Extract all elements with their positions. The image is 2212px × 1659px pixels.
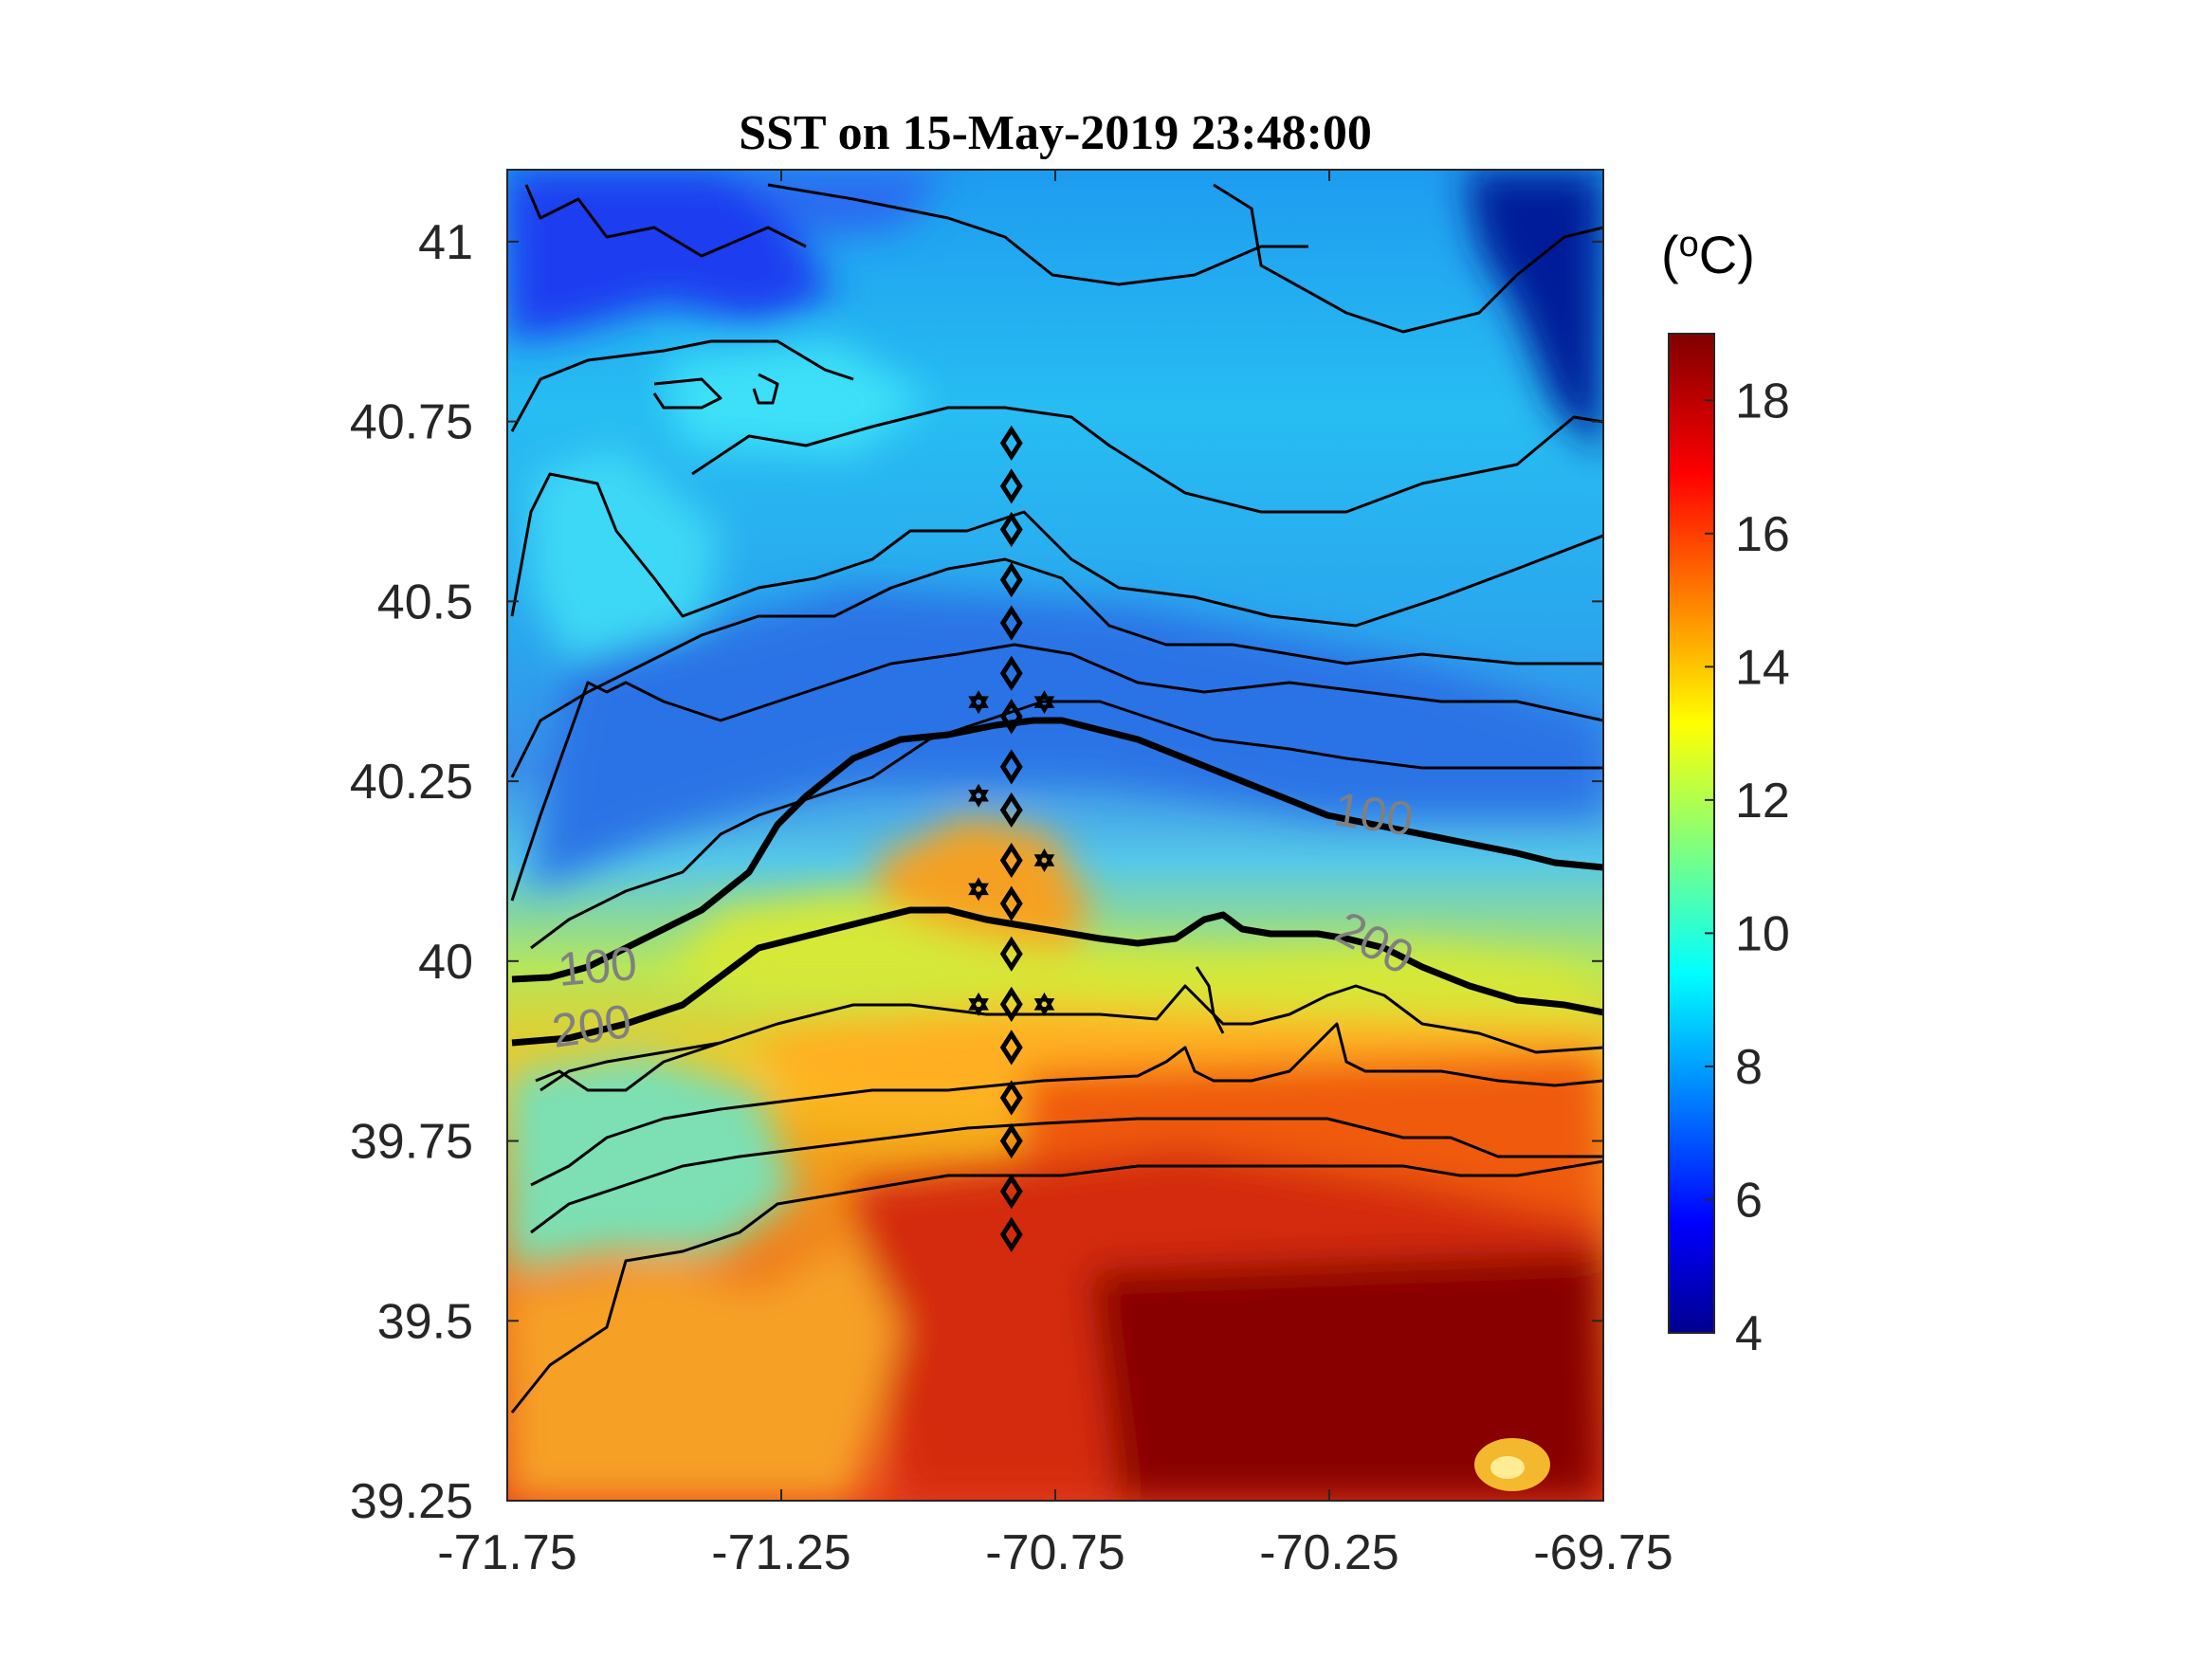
- station-diamond-marker: [999, 842, 1023, 879]
- station-diamond-marker: [999, 885, 1023, 921]
- map-title: SST on 15-May-2019 23:48:00: [739, 106, 1372, 160]
- station-diamond-marker: [999, 605, 1023, 641]
- y-tick-label: 39.75: [350, 1115, 473, 1170]
- bathymetry-contours: [510, 183, 1603, 1413]
- y-tick-label: 39.5: [377, 1294, 473, 1349]
- colorbar-tick-label: 10: [1735, 906, 1790, 961]
- station-diamond-marker: [999, 1030, 1023, 1066]
- station-diamond-marker: [999, 986, 1023, 1022]
- x-ticks: -71.75 -71.25 -70.75 -70.25 -69.75: [437, 170, 1673, 1580]
- station-star-marker: [1033, 690, 1055, 715]
- x-tick-label: -70.75: [985, 1525, 1124, 1580]
- colorbar-tick-label: 8: [1735, 1040, 1763, 1095]
- station-star-marker: [968, 783, 989, 808]
- y-tick-label: 40.25: [350, 755, 473, 810]
- x-tick-label: -71.25: [711, 1525, 850, 1580]
- station-markers: [968, 425, 1055, 1252]
- y-tick-label: 40.75: [350, 395, 473, 450]
- station-star-marker: [968, 877, 989, 902]
- colorbar-ticks: 18 16 14 12 10 8 6 4: [1705, 374, 1790, 1361]
- x-tick-label: -70.25: [1259, 1525, 1398, 1580]
- colorbar-tick-label: 6: [1735, 1173, 1763, 1228]
- station-diamond-marker: [999, 749, 1023, 785]
- station-star-marker: [968, 992, 989, 1016]
- y-tick-label: 40.5: [377, 574, 473, 629]
- colorbar-gradient: [1668, 333, 1715, 1334]
- colorbar-tick-label: 12: [1735, 774, 1790, 829]
- station-diamond-marker: [999, 936, 1023, 972]
- station-diamond-marker: [999, 792, 1023, 829]
- station-diamond-marker: [999, 511, 1023, 548]
- y-tick-label: 39.25: [350, 1474, 473, 1529]
- colorbar-tick-label: 4: [1735, 1306, 1763, 1361]
- map-axes: -71.75 -71.25 -70.75 -70.25 -69.75 41 40.75 40…: [350, 169, 1673, 1580]
- station-star-marker: [968, 690, 989, 715]
- y-tick-label: 41: [418, 215, 473, 270]
- contour-label-100-right: 100: [1330, 782, 1416, 846]
- station-star-marker: [1033, 992, 1055, 1016]
- station-diamond-marker: [999, 1216, 1023, 1252]
- station-diamond-marker: [999, 655, 1023, 691]
- station-diamond-marker: [999, 468, 1023, 504]
- sst-field: [507, 170, 1603, 1501]
- y-ticks: 41 40.75 40.5 40.25 40 39.75 39.5 39.25: [350, 215, 1603, 1529]
- station-diamond-marker: [999, 1174, 1023, 1210]
- colorbar: (oC) 18 16 14 12 10 8 6 4: [1661, 225, 1790, 1361]
- station-diamond-marker: [999, 425, 1023, 462]
- contour-label-100-left: 100: [556, 937, 639, 996]
- x-tick-label: -69.75: [1533, 1525, 1673, 1580]
- station-diamond-marker: [999, 699, 1023, 735]
- colorbar-tick-label: 18: [1735, 374, 1790, 428]
- contour-label-200-left: 200: [549, 994, 634, 1058]
- colorbar-tick-label: 16: [1735, 507, 1790, 562]
- colorbar-tick-label: 14: [1735, 640, 1790, 695]
- station-diamond-marker: [999, 561, 1023, 598]
- station-diamond-marker: [999, 1080, 1023, 1116]
- colorbar-unit: (oC): [1661, 225, 1755, 284]
- y-tick-label: 40: [418, 935, 473, 990]
- x-tick-label: -71.75: [437, 1525, 576, 1580]
- station-star-marker: [1033, 848, 1055, 873]
- station-diamond-marker: [999, 1122, 1023, 1159]
